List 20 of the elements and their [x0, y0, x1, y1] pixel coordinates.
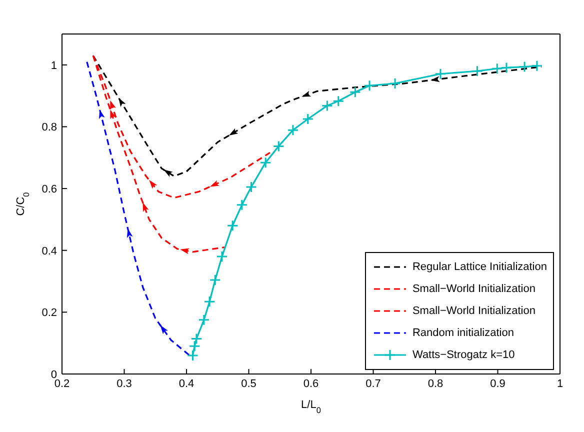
- x-axis-title: L/L$_{0}$: [301, 399, 322, 414]
- x-tick-label: 0.4: [178, 378, 194, 390]
- y-tick-label: 0: [50, 368, 57, 381]
- y-tick-label: 0.2: [42, 307, 57, 320]
- x-tick-label: 1: [556, 378, 564, 390]
- x-tick-label: 0.5: [241, 378, 256, 390]
- y-tick-label: 0.6: [42, 183, 57, 196]
- x-tick-label: 0.8: [428, 378, 444, 390]
- legend-label: Regular Lattice Initialization: [412, 261, 547, 273]
- x-tick-label: 0.9: [490, 378, 506, 390]
- legend-label: Watts−Strogatz k=10: [412, 349, 515, 361]
- legend-label: Small−World Initialization: [412, 305, 536, 317]
- legend-label: Small−World Initialization: [412, 283, 536, 295]
- y-tick-label: 0.8: [42, 122, 57, 134]
- x-tick-label: 0.6: [303, 378, 319, 390]
- legend-label: Random initialization: [412, 327, 514, 339]
- x-tick-label: 0.3: [116, 378, 132, 390]
- y-tick-label: 0.4: [42, 245, 57, 258]
- y-tick-label: 1: [50, 60, 57, 72]
- x-tick-label: 0.7: [366, 378, 381, 390]
